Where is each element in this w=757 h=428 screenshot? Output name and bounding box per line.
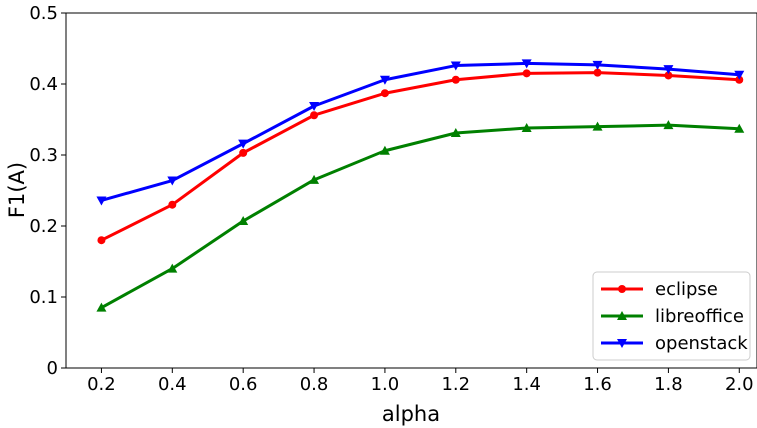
data-point-libreoffice (238, 216, 249, 226)
data-point-libreoffice (592, 121, 603, 131)
data-point-openstack (450, 61, 461, 71)
series-line-libreoffice (99, 123, 741, 310)
legend: eclipse libreoffice openstack (592, 271, 751, 361)
legend-label-eclipse: eclipse (655, 279, 718, 300)
y-axis-label: F1(A) (5, 162, 29, 218)
legend-label-openstack: openstack (655, 333, 748, 354)
data-point-eclipse (522, 69, 531, 78)
data-point-libreoffice (96, 302, 107, 312)
data-point-eclipse (593, 68, 602, 77)
y-tick-label: 0.5 (29, 3, 58, 24)
data-point-eclipse (380, 89, 389, 98)
series-eclipse (97, 68, 744, 245)
legend-label-libreoffice: libreoffice (655, 306, 744, 327)
x-tick-label: 0.8 (300, 374, 329, 395)
x-tick-label: 0.2 (87, 374, 116, 395)
data-point-openstack (663, 65, 674, 75)
data-point-openstack (521, 59, 532, 69)
y-tick-label: 0.2 (29, 216, 58, 237)
x-tick-label: 1.2 (441, 374, 470, 395)
data-point-libreoffice (521, 123, 532, 133)
data-point-openstack (167, 176, 178, 186)
data-point-openstack (592, 60, 603, 70)
data-point-eclipse (451, 75, 460, 84)
series-line-eclipse (99, 71, 741, 242)
legend-marker-eclipse (618, 285, 626, 293)
y-tick-label: 0 (47, 358, 58, 379)
y-tick-label: 0.3 (29, 145, 58, 166)
x-tick-label: 0.6 (229, 374, 258, 395)
data-point-libreoffice (379, 145, 390, 155)
x-tick-label: 1.6 (583, 374, 612, 395)
data-point-eclipse (664, 71, 673, 80)
data-point-libreoffice (734, 123, 745, 133)
legend-marker-libreoffice (617, 311, 627, 320)
legend-marker-openstack (617, 339, 627, 348)
data-point-openstack (379, 75, 390, 85)
data-point-libreoffice (663, 120, 674, 130)
x-tick-label: 1.0 (371, 374, 400, 395)
data-point-libreoffice (167, 263, 178, 273)
y-tick-label: 0.1 (29, 287, 58, 308)
x-axis: 0.2 0.4 0.6 0.8 1.0 1.2 1.4 1.6 1.8 2.0 (87, 368, 754, 395)
y-tick-label: 0.4 (29, 74, 58, 95)
series-layer (96, 59, 745, 312)
data-point-libreoffice (450, 127, 461, 137)
plot-area-frame (65, 12, 757, 369)
data-point-openstack (734, 70, 745, 80)
x-axis-label: alpha (382, 402, 440, 426)
y-axis: 0 0.1 0.2 0.3 0.4 0.5 (29, 3, 66, 379)
data-point-eclipse (239, 148, 248, 157)
data-point-eclipse (310, 111, 319, 120)
x-tick-label: 1.4 (512, 374, 541, 395)
series-line-openstack (99, 61, 741, 202)
data-point-openstack (238, 139, 249, 149)
series-openstack (96, 59, 745, 206)
data-point-openstack (309, 102, 320, 112)
x-tick-label: 1.8 (654, 374, 683, 395)
legend-box (592, 271, 751, 361)
data-point-openstack (96, 196, 107, 206)
data-point-eclipse (97, 236, 106, 245)
data-point-eclipse (168, 200, 177, 209)
series-libreoffice (96, 120, 745, 312)
x-tick-label: 0.4 (158, 374, 187, 395)
x-tick-label: 2.0 (725, 374, 754, 395)
data-point-libreoffice (309, 174, 320, 184)
